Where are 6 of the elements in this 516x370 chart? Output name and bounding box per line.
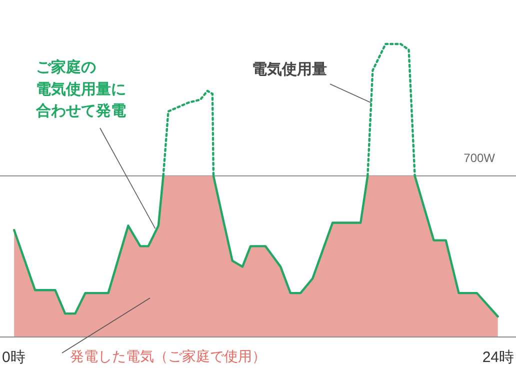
- text: 発電した電気（ご家庭で使用）: [70, 348, 266, 364]
- annotation: ご家庭の電気使用量に合わせて発電: [35, 58, 126, 120]
- annotation: 電気使用量: [252, 61, 327, 78]
- ref-line-label: 700W: [464, 150, 496, 165]
- x-tick-label: 0時: [2, 349, 26, 366]
- x-tick-label: 24時: [482, 349, 514, 366]
